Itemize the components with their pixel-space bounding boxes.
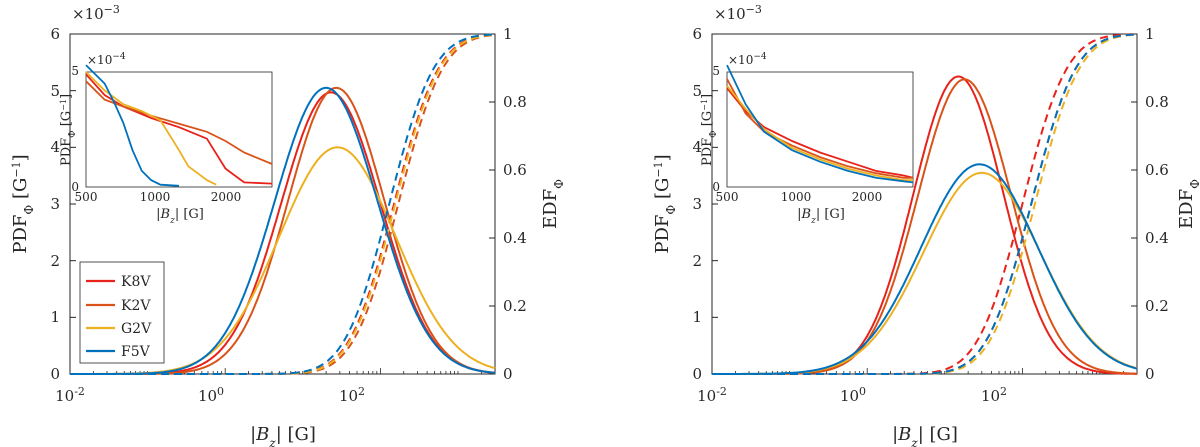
legend: K8V K2V G2V F5V: [79, 261, 165, 364]
right-ytick-right-5: 1: [1145, 25, 1155, 43]
left-inset-y-axis-label: PDFΦ [G−1]: [59, 94, 79, 166]
left-ytick-right-4: 0.8: [503, 93, 527, 111]
left-ytick-right-5: 1: [503, 25, 513, 43]
right-ytick-right-3: 0.6: [1145, 161, 1169, 179]
right-ytick-5: 5: [692, 82, 702, 100]
left-ytick-3: 3: [50, 195, 60, 213]
legend-label-k2v: K2V: [121, 298, 151, 314]
right-xtick-1: 100: [840, 385, 866, 406]
left-ytick-right-1: 0.2: [503, 297, 527, 315]
right-ytick-right-2: 0.4: [1145, 229, 1169, 247]
right-inset-plot-area: [726, 71, 914, 188]
left-inset-xtick-0: 500: [75, 190, 98, 204]
left-ytick-0: 0: [50, 365, 60, 383]
legend-label-k8v: K8V: [121, 274, 151, 290]
left-ytick-5: 5: [50, 82, 60, 100]
right-y2-axis-label: EDFΦ: [1176, 179, 1200, 229]
right-ytick-right-0: 0: [1145, 365, 1155, 383]
right-inset-x-axis-label: |Bz| [G]: [797, 207, 845, 226]
inset-curve-k2v: [726, 78, 913, 179]
left-x-axis-label: |Bz| [G]: [250, 424, 316, 447]
right-inset-y-axis-label: PDFΦ [G−1]: [700, 94, 720, 166]
edf-curve-f5v: [70, 33, 496, 375]
right-inset-ytick-1: 5: [712, 64, 720, 78]
right-ytick-right-4: 0.8: [1145, 93, 1169, 111]
left-ytick-right-0: 0: [503, 365, 513, 383]
right-y-axis-label: PDFΦ [G−1]: [652, 154, 679, 253]
right-ytick-4: 4: [692, 138, 702, 156]
right-ytick-3: 3: [692, 195, 702, 213]
left-inset-x-axis-label: |Bz| [G]: [156, 207, 204, 226]
right-inset-xtick-1: 1000: [781, 190, 812, 204]
right-y-multiplier: ×10−3: [714, 3, 762, 24]
inset-curve-f5v: [85, 64, 180, 187]
left-panel: ×10−3 0 1 2 3 4 5 6 0 0.2 0.4 0.6 0.8 1 …: [10, 3, 567, 447]
legend-box: [79, 261, 165, 364]
right-inset: ×10−4 0 5 500 1000 2000 |Bz| [G] PDFΦ [G…: [700, 52, 914, 226]
right-ytick-0: 0: [692, 365, 702, 383]
right-curves: [711, 33, 1138, 375]
right-ytick-6: 6: [692, 25, 702, 43]
left-inset-ytick-0: 0: [71, 180, 79, 194]
legend-label-g2v: G2V: [121, 321, 152, 337]
legend-label-f5v: F5V: [121, 344, 151, 360]
left-inset-ytick-1: 5: [71, 64, 79, 78]
left-xtick-1: 100: [198, 385, 224, 406]
left-xtick-2: 102: [339, 385, 365, 406]
left-ytick-6: 6: [50, 25, 60, 43]
left-xtick-0: 10-2: [55, 385, 85, 406]
edf-curve-f5v: [712, 33, 1138, 375]
right-x-axis-label: |Bz| [G]: [892, 424, 958, 447]
left-ytick-right-3: 0.6: [503, 161, 527, 179]
left-ytick-2: 2: [50, 252, 60, 270]
right-xtick-2: 102: [981, 385, 1007, 406]
right-ytick-1: 1: [692, 308, 702, 326]
left-ytick-right-2: 0.4: [503, 229, 527, 247]
right-xtick-0: 10-2: [697, 385, 727, 406]
left-inset-xtick-2: 2000: [211, 190, 242, 204]
right-ytick-right-1: 0.2: [1145, 297, 1169, 315]
inset-curve-k2v: [85, 80, 273, 165]
left-y-multiplier: ×10−3: [72, 3, 120, 24]
right-inset-xtick-2: 2000: [852, 190, 883, 204]
left-inset: ×10−4 0 5 500 1000 2000 |Bz| [G] PDFΦ [G…: [59, 52, 273, 226]
right-inset-xtick-0: 500: [716, 190, 739, 204]
right-panel: ×10−3 0 1 2 3 4 5 6 0 0.2 0.4 0.6 0.8 1 …: [652, 3, 1200, 447]
left-ytick-4: 4: [50, 138, 60, 156]
left-ytick-1: 1: [50, 308, 60, 326]
left-curves: [69, 33, 496, 375]
inset-curve-g2v: [726, 85, 913, 181]
left-y2-axis-label: EDFΦ: [540, 179, 566, 229]
inset-curve-f5v: [726, 64, 914, 184]
inset-curve-k8v: [85, 73, 273, 185]
left-inset-plot-area: [85, 71, 273, 188]
left-y-axis-label: PDFΦ [G−1]: [10, 154, 37, 253]
left-inset-xtick-1: 1000: [140, 190, 171, 204]
right-ytick-2: 2: [692, 252, 702, 270]
right-inset-ytick-0: 0: [712, 180, 720, 194]
